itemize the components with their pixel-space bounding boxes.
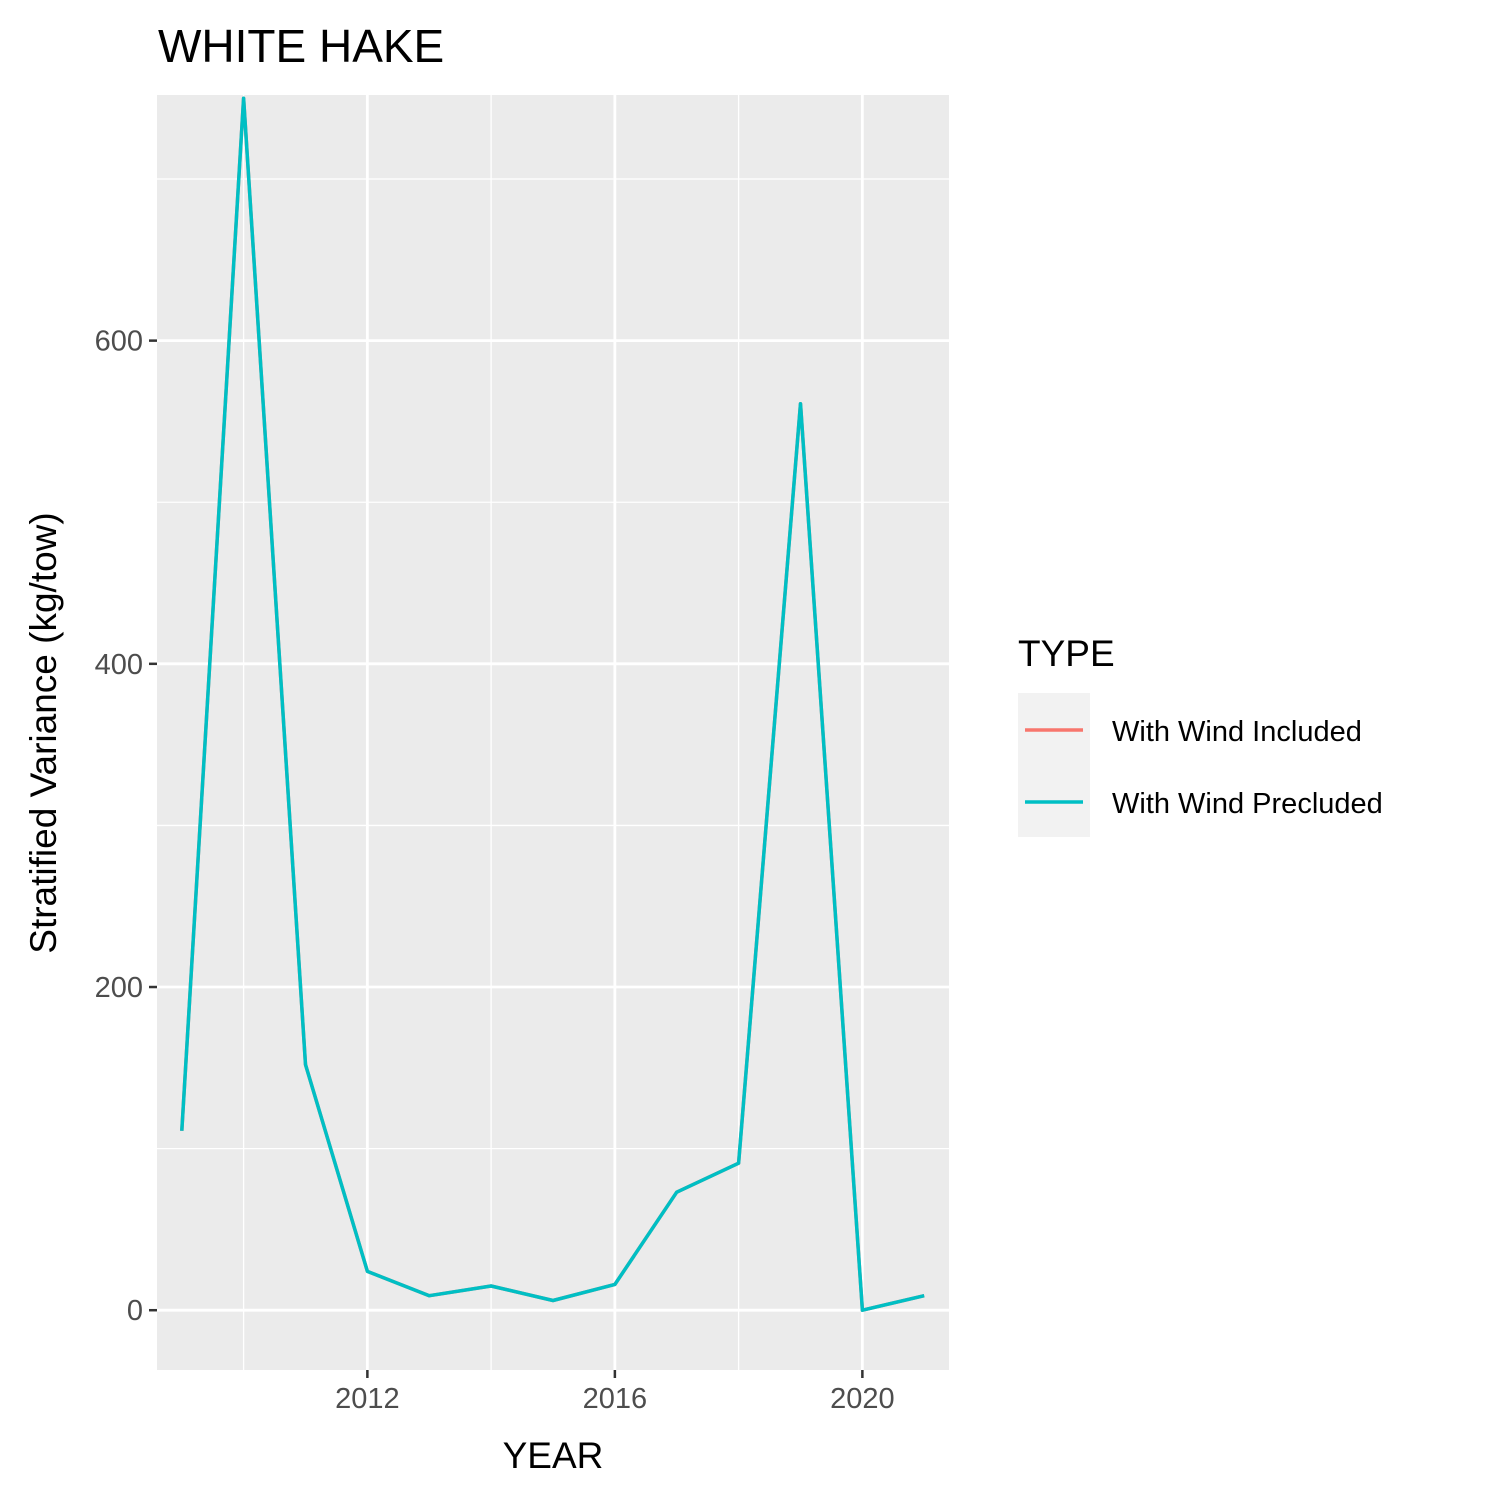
legend-label-with-wind-precluded: With Wind Precluded — [1112, 788, 1383, 820]
legend-title: TYPE — [1018, 633, 1115, 674]
x-tick-label: 2012 — [335, 1383, 400, 1415]
legend-key-background — [1018, 693, 1090, 837]
y-tick-label: 200 — [95, 972, 143, 1004]
x-axis-title: YEAR — [503, 1435, 604, 1476]
x-axis: 2012 2016 2020 — [335, 1370, 895, 1415]
plot-panel — [157, 95, 949, 1370]
y-axis-title: Stratified Variance (kg/tow) — [23, 512, 64, 953]
series-lines — [180, 96, 925, 1312]
chart-title: WHITE HAKE — [158, 20, 444, 72]
x-tick-label: 2020 — [830, 1383, 895, 1415]
x-tick-label: 2016 — [583, 1383, 648, 1415]
y-tick-label: 0 — [127, 1295, 143, 1327]
y-tick-label: 600 — [95, 326, 143, 358]
y-tick-label: 400 — [95, 649, 143, 681]
y-axis: 0 200 400 600 — [95, 326, 157, 1327]
series-line-with-wind-precluded — [180, 96, 925, 1312]
minor-gridlines — [157, 95, 949, 1370]
legend: TYPE With Wind Included With Wind Preclu… — [1018, 633, 1383, 837]
legend-label-with-wind-included: With Wind Included — [1112, 716, 1362, 748]
